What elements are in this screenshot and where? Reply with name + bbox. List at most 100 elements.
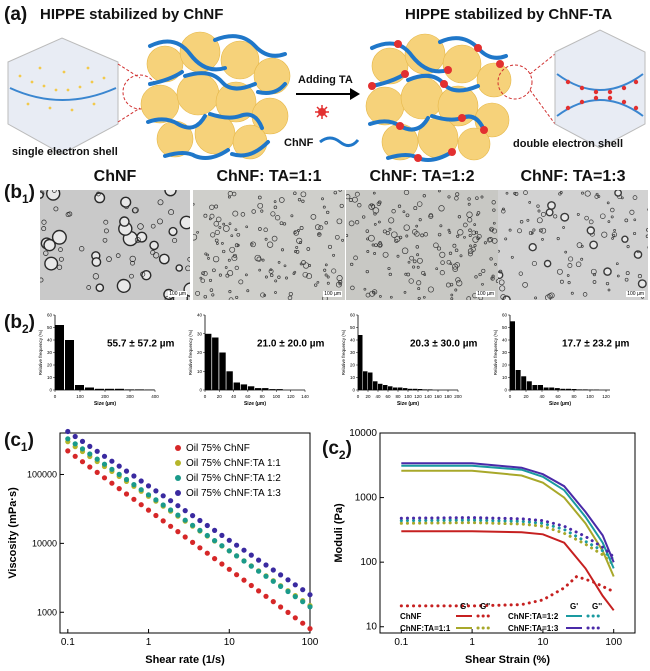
data-point xyxy=(109,480,115,486)
data-point xyxy=(248,552,254,558)
droplet xyxy=(492,208,496,212)
droplet xyxy=(501,208,506,214)
droplet xyxy=(95,191,101,197)
histogram-bar xyxy=(526,381,532,391)
droplet xyxy=(214,229,220,235)
droplet xyxy=(396,254,400,258)
y-tick-label: 0 xyxy=(504,388,507,393)
x-tick-label: 20 xyxy=(217,394,223,399)
panel-c2-label: (c2) xyxy=(322,438,352,462)
droplet xyxy=(407,260,411,264)
droplet xyxy=(234,228,238,232)
droplet xyxy=(457,215,462,219)
x-tick-label: 10 xyxy=(537,637,549,648)
droplet xyxy=(528,230,533,236)
droplet xyxy=(86,285,92,290)
micrograph-title-1-3: ChNF: TA=1:3 xyxy=(520,168,626,185)
histogram-bar xyxy=(582,389,588,390)
droplet xyxy=(492,228,498,234)
droplet xyxy=(531,260,537,267)
y-axis-label: Relative frequency (%) xyxy=(188,329,193,375)
droplet xyxy=(158,253,170,265)
droplet xyxy=(576,212,580,216)
histogram-bar xyxy=(532,385,538,390)
histogram-bar xyxy=(403,388,408,390)
y-axis-label: Relative frequency (%) xyxy=(493,329,498,375)
data-point xyxy=(182,517,188,523)
droplet xyxy=(646,228,648,232)
droplet xyxy=(214,238,219,243)
droplet xyxy=(164,190,177,197)
droplet xyxy=(545,294,552,300)
histogram-bar xyxy=(226,371,233,391)
data-point xyxy=(212,538,218,544)
droplet xyxy=(469,244,472,248)
droplet xyxy=(354,191,360,197)
droplet xyxy=(376,201,381,206)
histogram-bar xyxy=(95,388,104,391)
droplet xyxy=(637,279,647,289)
droplet xyxy=(40,277,44,283)
droplet xyxy=(582,292,588,297)
micrograph-title-chnf: ChNF xyxy=(93,168,137,185)
g-double-prime-line-1 xyxy=(399,574,616,608)
droplet xyxy=(403,190,410,196)
histogram-bar xyxy=(65,340,74,390)
droplet xyxy=(51,229,67,245)
droplet xyxy=(580,257,584,261)
x-tick-label: 300 xyxy=(126,394,134,399)
x-tick-label: 100 xyxy=(302,637,319,648)
droplet xyxy=(570,291,574,295)
droplet xyxy=(607,288,611,292)
y-tick-label: 40 xyxy=(47,338,53,343)
histogram-bar xyxy=(75,385,84,390)
droplet xyxy=(228,297,234,300)
droplet xyxy=(456,234,460,238)
droplet xyxy=(327,244,333,249)
y-tick-label: 50 xyxy=(502,325,508,330)
data-point xyxy=(123,476,130,483)
droplet xyxy=(605,281,610,286)
droplet xyxy=(467,197,471,201)
droplet xyxy=(463,235,466,239)
data-point xyxy=(168,498,174,504)
droplet xyxy=(316,280,320,284)
droplet xyxy=(454,248,459,253)
data-point xyxy=(197,527,203,533)
scale-bar: 100 µm xyxy=(626,291,645,297)
data-point xyxy=(94,448,100,454)
droplet xyxy=(540,227,547,234)
histogram-bar xyxy=(105,388,114,391)
x-tick-label: 100 xyxy=(586,394,594,399)
droplet xyxy=(401,247,409,255)
droplet xyxy=(264,275,268,279)
droplet xyxy=(523,190,528,195)
x-tick-label: 400 xyxy=(151,394,159,399)
droplet xyxy=(131,207,138,214)
histogram-bar xyxy=(418,389,423,390)
histogram-bar xyxy=(358,335,363,390)
micrograph-1-3: 100 µm xyxy=(498,190,648,300)
y-tick-label: 10 xyxy=(366,622,378,633)
y-tick-label: 40 xyxy=(502,338,508,343)
y-tick-label: 10 xyxy=(502,375,508,380)
droplet xyxy=(388,217,395,224)
droplet xyxy=(348,220,355,227)
droplet xyxy=(610,207,615,213)
droplet xyxy=(553,214,558,219)
panel-a-label: (a) xyxy=(4,4,28,25)
droplet xyxy=(234,265,239,271)
y-tick-label: 0 xyxy=(352,388,355,393)
double-shell-inset xyxy=(554,29,646,149)
data-point xyxy=(197,545,203,551)
data-point xyxy=(212,527,218,533)
legend-entry: Oil 75% ChNF:TA 1:2 xyxy=(186,473,281,484)
data-point xyxy=(72,433,78,440)
droplet xyxy=(417,287,421,291)
droplet xyxy=(264,237,268,241)
x-tick-label: 80 xyxy=(571,394,577,399)
droplet xyxy=(625,271,630,276)
droplet xyxy=(185,265,190,272)
panel-c1-label: (c1) xyxy=(4,430,34,454)
droplet xyxy=(346,194,351,200)
